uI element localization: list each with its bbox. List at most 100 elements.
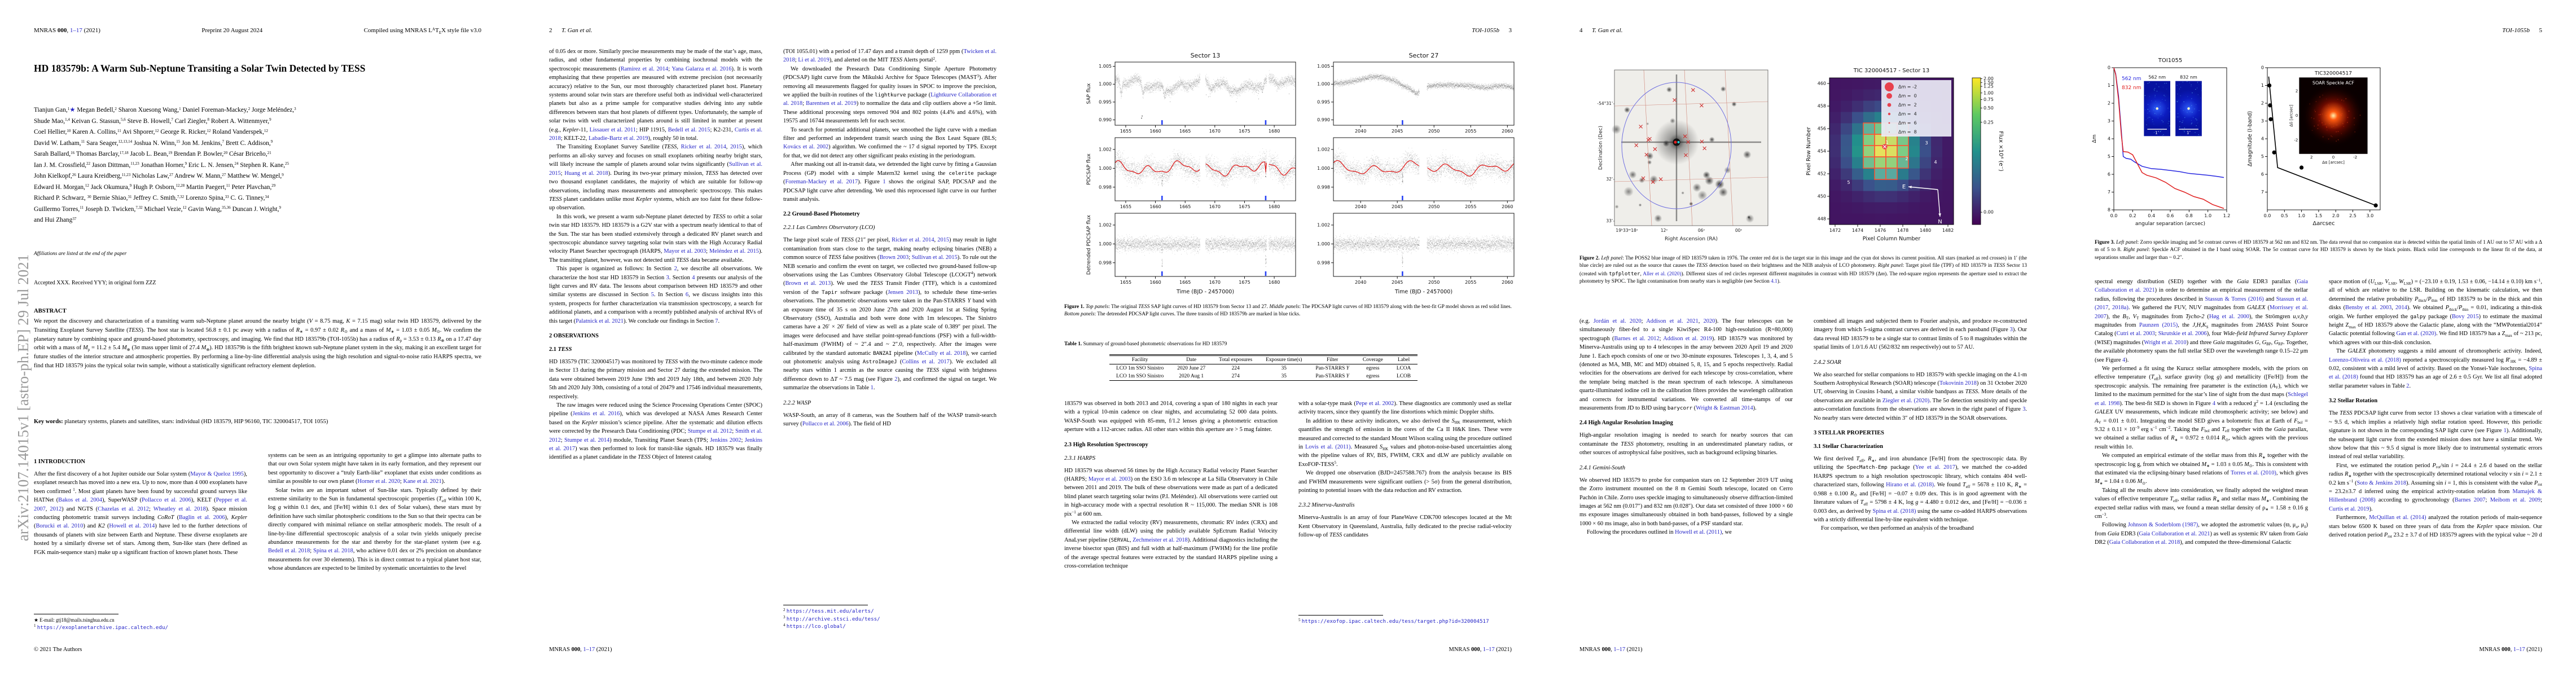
citation-link[interactable]: 4: [2212, 400, 2215, 407]
citation-link[interactable]: Wright & Eastman 2014: [1696, 405, 1753, 412]
citation-link[interactable]: Meibom et al. 2009: [2490, 497, 2541, 504]
citation-link[interactable]: Brown 2003: [879, 254, 909, 261]
citation-link[interactable]: Pollacco et al. 2006: [142, 497, 191, 504]
citation-link[interactable]: Gan et al. (2020): [2396, 331, 2437, 337]
citation-link[interactable]: 2012: [50, 505, 62, 512]
citation-link[interactable]: Gaia Collaboration et al. 2021: [2139, 530, 2210, 537]
citation-link[interactable]: Torres et al. (2010): [2230, 469, 2276, 476]
citation-link[interactable]: Ziegler et al. (2020): [1882, 397, 1930, 404]
citation-link[interactable]: Jordán et al. 2020: [1593, 318, 1642, 324]
citation-link[interactable]: 4: [692, 274, 695, 281]
citation-link[interactable]: Lovis et al. (2011): [1305, 444, 1351, 451]
citation-link[interactable]: 1–17: [2513, 647, 2525, 653]
citation-link[interactable]: https://exoplanetarchive.ipac.caltech.ed…: [37, 625, 168, 631]
citation-link[interactable]: https://exofop.ipac.caltech.edu/tess/tar…: [1302, 618, 1489, 625]
citation-link[interactable]: Bedell et al. 2018: [268, 548, 310, 555]
citation-link[interactable]: Horner et al. 2020: [357, 478, 401, 485]
citation-link[interactable]: 3: [666, 274, 669, 281]
citation-link[interactable]: McCully et al. 2018: [916, 350, 966, 357]
citation-link[interactable]: Li et al. 2019: [798, 57, 830, 64]
citation-link[interactable]: Schlegel et al. 1998: [2095, 392, 2308, 407]
citation-link[interactable]: 1: [870, 385, 874, 392]
citation-link[interactable]: Pepper et al. 2007: [34, 497, 247, 512]
citation-link[interactable]: Spina et al. (2018): [2329, 366, 2542, 381]
citation-link[interactable]: Mayor et al. 2003: [1088, 476, 1131, 483]
citation-link[interactable]: 1–17: [69, 27, 82, 34]
citation-link[interactable]: Lissauer et al. 2011: [589, 126, 637, 133]
citation-link[interactable]: Pollacco et al. 2006: [802, 421, 849, 428]
citation-link[interactable]: Bakos et al. 2004: [58, 497, 102, 504]
citation-link[interactable]: Bedell et al. 2015: [668, 126, 710, 133]
citation-link[interactable]: Ricker et al. 2014: [892, 237, 934, 244]
citation-link[interactable]: Bensby et al. 2003: [2345, 305, 2392, 311]
citation-link[interactable]: 6: [685, 292, 689, 298]
citation-link[interactable]: 2: [894, 376, 898, 383]
citation-link[interactable]: Yana Galarza et al. 2016: [672, 65, 732, 72]
citation-link[interactable]: Palatnick et al. 2021: [576, 318, 624, 324]
citation-link[interactable]: Mamajek & Hillenbrand (2008): [2329, 488, 2542, 504]
citation-link[interactable]: 1: [883, 179, 886, 186]
citation-link[interactable]: 4: [2122, 357, 2126, 363]
citation-link[interactable]: Gaia Collaboration et al. 2021: [2095, 279, 2308, 294]
citation-link[interactable]: Jenkins et al. 2016: [572, 411, 620, 417]
citation-link[interactable]: Chazelas et al. 2012: [98, 505, 149, 512]
citation-link[interactable]: 3: [2022, 406, 2026, 413]
citation-link[interactable]: Cutri et al. 2003: [2116, 331, 2155, 337]
citation-link[interactable]: Høg et al. 2000: [2209, 313, 2249, 320]
citation-link[interactable]: Wright et al. 2010: [2144, 339, 2187, 346]
citation-link[interactable]: Addison et al. 2019: [1663, 335, 1712, 342]
citation-link[interactable]: Mayor et al. 2003: [664, 248, 706, 255]
citation-link[interactable]: Morrissey et al. 2007: [2095, 305, 2308, 320]
citation-link[interactable]: 7: [715, 318, 718, 324]
citation-link[interactable]: Huang et al. 2018: [564, 170, 608, 177]
citation-link[interactable]: Howell et al. 2014: [109, 523, 155, 530]
citation-link[interactable]: Tokovinin 2018: [1939, 380, 1977, 387]
citation-link[interactable]: Jensen 2013: [888, 289, 919, 296]
citation-link[interactable]: 1–17: [583, 647, 595, 653]
citation-link[interactable]: Bovy 2015: [2452, 313, 2479, 320]
citation-link[interactable]: Gaia Collaboration et al. 2018: [2109, 539, 2180, 546]
citation-link[interactable]: 2015: [730, 144, 742, 151]
citation-link[interactable]: Brown et al. 2013: [785, 280, 831, 287]
citation-link[interactable]: Howell et al. (2011): [1675, 529, 1722, 536]
citation-link[interactable]: Labadie-Bartz et al. 2019: [588, 135, 648, 142]
citation-link[interactable]: 3: [2009, 327, 2013, 333]
citation-link[interactable]: Kane et al. 2021: [403, 478, 442, 485]
citation-link[interactable]: Pepe et al. 2002: [1355, 401, 1394, 407]
citation-link[interactable]: Stassun et al. (2017: [2095, 296, 2308, 311]
citation-link[interactable]: Kovács et al. 2002: [783, 144, 829, 151]
citation-link[interactable]: Borucki et al. 2010: [36, 523, 84, 530]
citation-link[interactable]: Meléndez et al. 2015: [709, 248, 759, 255]
citation-link[interactable]: Paunzen (2015): [2139, 322, 2178, 329]
citation-link[interactable]: 2: [674, 266, 677, 272]
citation-link[interactable]: Stassun & Torres (2016): [2205, 296, 2264, 302]
citation-link[interactable]: Zechmeister et al. 2018: [1133, 537, 1188, 543]
citation-link[interactable]: Baglin et al. 2006: [179, 515, 225, 521]
citation-link[interactable]: Skrutskie et al. 2006: [2158, 331, 2207, 337]
citation-link[interactable]: Ricker et al. 2014: [681, 144, 726, 151]
citation-link[interactable]: Collins et al. 2017: [902, 359, 950, 365]
citation-link[interactable]: Smith et al. 2012: [549, 428, 762, 443]
citation-link[interactable]: 4.1: [1771, 279, 1778, 285]
citation-link[interactable]: 2014: [2395, 305, 2407, 311]
citation-link[interactable]: ★: [69, 107, 76, 113]
citation-link[interactable]: Soto & Jenkins 2018: [2356, 480, 2407, 486]
citation-link[interactable]: 1–17: [1613, 647, 1626, 653]
citation-link[interactable]: 2018a): [2112, 305, 2129, 311]
citation-link[interactable]: Yee et al. 2017: [1915, 464, 1955, 471]
citation-link[interactable]: https://tess.mit.edu/alerts/: [787, 608, 874, 614]
citation-link[interactable]: 2015: [937, 237, 950, 244]
citation-link[interactable]: 2: [2406, 383, 2410, 389]
citation-link[interactable]: https://lco.global/: [787, 623, 846, 630]
citation-link[interactable]: Aller et al. (2020): [1643, 271, 1682, 277]
citation-link[interactable]: Barentsen et al. 2019: [806, 100, 857, 107]
citation-link[interactable]: Barnes 2007: [2454, 497, 2486, 504]
citation-link[interactable]: Foreman-Mackey et al. 2017: [785, 179, 858, 186]
citation-link[interactable]: Barnes et al. 2012: [1614, 335, 1660, 342]
citation-link[interactable]: Addison et al. 2021: [1646, 318, 1699, 324]
citation-link[interactable]: 5: [651, 292, 654, 298]
citation-link[interactable]: Wheatley et al. 2018: [153, 505, 206, 512]
citation-link[interactable]: McQuillan et al. (2014): [2369, 515, 2426, 521]
citation-link[interactable]: Lightkurve Collaboration et al. 2018: [783, 92, 997, 107]
citation-link[interactable]: Mayor & Queloz 1995: [190, 471, 244, 477]
